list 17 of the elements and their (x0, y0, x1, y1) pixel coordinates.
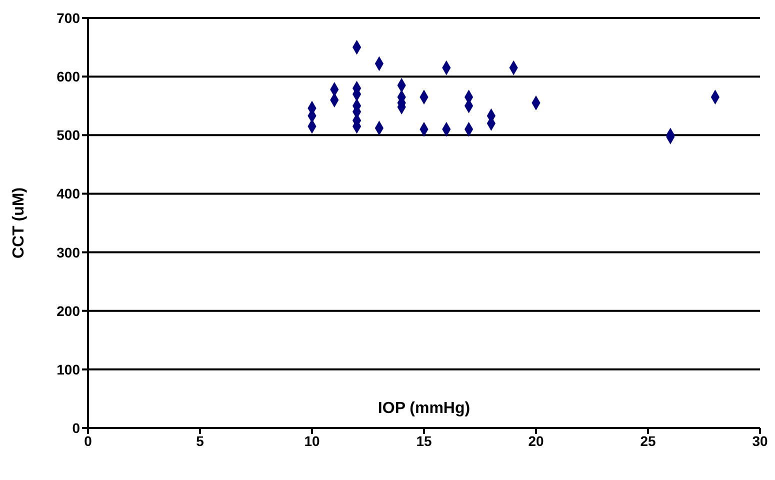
y-tick-label: 300 (56, 244, 80, 260)
y-tick-label: 400 (56, 186, 80, 202)
y-tick-label: 700 (56, 10, 80, 26)
x-tick-label: 30 (752, 432, 768, 449)
x-tick-label: 0 (84, 432, 92, 449)
x-tick-label: 5 (196, 432, 204, 449)
x-tick-label: 15 (416, 432, 432, 449)
x-axis-title: IOP (mmHg) (378, 400, 470, 417)
x-tick-label: 10 (304, 432, 320, 449)
y-tick-label: 600 (56, 68, 80, 85)
x-tick-label: 25 (640, 432, 656, 449)
y-axis-title: CCT (uM) (10, 187, 28, 259)
x-tick-label: 20 (528, 432, 544, 449)
y-tick-label: 500 (56, 127, 80, 144)
y-tick-label: 200 (56, 302, 80, 319)
y-tick-label: 0 (72, 420, 80, 436)
y-tick-label: 100 (56, 361, 80, 378)
